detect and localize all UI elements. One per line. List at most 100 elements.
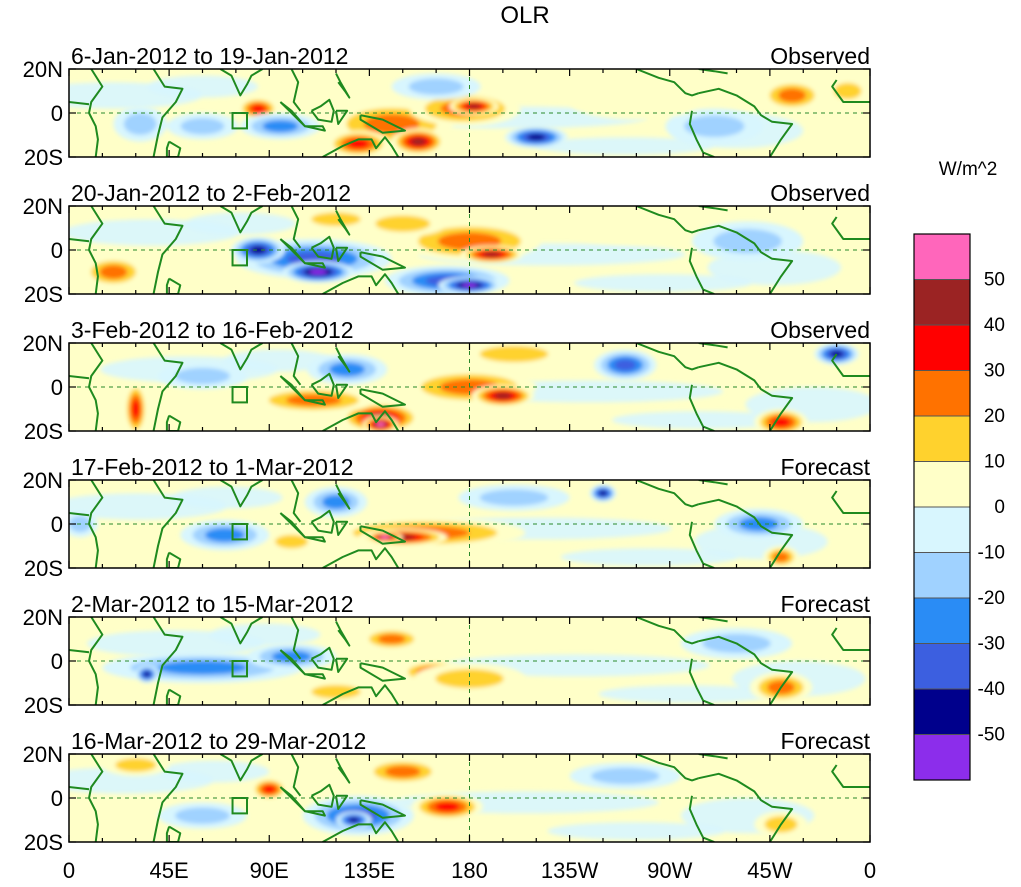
y-tick-label: 20S xyxy=(24,556,63,581)
panel-period-label: 6-Jan-2012 to 19-Jan-2012 xyxy=(71,43,348,69)
y-tick-label: 20N xyxy=(23,57,63,82)
coastline xyxy=(69,375,90,380)
panel-6: 20N 0 20S 16-Mar-2012 to 29-Mar-2012 Forecas… xyxy=(23,728,871,855)
coastline xyxy=(322,821,400,842)
chart-title: OLR xyxy=(500,2,549,29)
coastline xyxy=(88,617,104,705)
coastline xyxy=(290,754,302,797)
coastline xyxy=(322,547,400,568)
coastline xyxy=(165,825,182,842)
anomaly-11-band-2 xyxy=(479,345,549,363)
coastline xyxy=(219,754,264,782)
coastline xyxy=(310,783,335,808)
units-label: W/m^2 xyxy=(939,159,998,180)
anomaly-12-band-1 xyxy=(558,212,692,244)
x-tick-label: 45W xyxy=(747,858,792,883)
colorbar-swatch xyxy=(913,643,971,690)
anomaly-9-band-5 xyxy=(466,103,481,109)
coastline xyxy=(322,136,400,157)
colorbar-label: 20 xyxy=(984,406,1005,427)
coastline xyxy=(219,69,264,97)
anomaly-11-band-2 xyxy=(713,229,782,254)
coastline xyxy=(310,98,335,123)
coastline xyxy=(335,657,349,673)
panel-4: 20N 0 20S 17-Feb-2012 to 1-Mar-2012 Forecast xyxy=(23,454,871,581)
anomaly-5-band-3 xyxy=(377,634,406,644)
coastline xyxy=(219,343,264,371)
coastline xyxy=(310,235,335,260)
coastline xyxy=(88,343,104,431)
coastline xyxy=(831,79,870,103)
x-tick-label: 0 xyxy=(63,858,75,883)
coastline xyxy=(636,754,699,782)
coastline xyxy=(688,384,715,431)
anomaly-7-band-5 xyxy=(482,251,501,257)
coastline xyxy=(279,512,306,539)
anomaly-2-band-2 xyxy=(123,113,157,135)
coastline xyxy=(698,361,794,431)
anomaly-1-band-4 xyxy=(251,104,266,113)
coastline xyxy=(279,101,306,128)
coastline xyxy=(831,353,870,377)
coastline xyxy=(359,114,406,134)
colorbar-label: -20 xyxy=(978,588,1005,609)
weak-anomaly xyxy=(574,274,753,292)
panel-kind-label: Forecast xyxy=(781,728,871,754)
coastline xyxy=(359,388,406,408)
coastline xyxy=(698,635,794,705)
coastline xyxy=(88,206,104,294)
colorbar-label: -10 xyxy=(978,543,1005,564)
coastline xyxy=(831,490,870,514)
coastline xyxy=(279,375,306,402)
x-tick-label: 135W xyxy=(541,858,599,883)
colorbar-swatch xyxy=(913,279,971,326)
anomaly-2-band-5 xyxy=(143,671,151,677)
coastline xyxy=(69,649,90,654)
coastline xyxy=(152,206,184,294)
x-tick-label: 0 xyxy=(864,858,876,883)
coastline xyxy=(290,480,302,523)
x-tick-label: 180 xyxy=(451,858,488,883)
coastline xyxy=(335,346,351,373)
anomaly-9-band-3 xyxy=(99,265,128,279)
coastline xyxy=(88,754,104,842)
coastline xyxy=(165,688,182,705)
anomaly-10-band-2 xyxy=(311,212,361,226)
panel-period-label: 3-Feb-2012 to 16-Feb-2012 xyxy=(71,317,354,343)
weak-anomaly xyxy=(171,486,283,509)
panel-3: 20N 0 20S 3-Feb-2012 to 16-Feb-2012 Observed xyxy=(23,317,871,444)
coastline xyxy=(152,754,184,842)
anomaly-6-band-4 xyxy=(347,139,370,149)
anomaly-6-band-2 xyxy=(435,669,504,689)
anomaly-1-band-4 xyxy=(131,399,140,419)
coastline xyxy=(152,480,184,568)
anomaly-8-band-4 xyxy=(614,359,637,371)
colorbar-label: -50 xyxy=(978,725,1005,746)
coastline xyxy=(279,786,306,813)
weak-anomaly xyxy=(146,75,259,98)
coastline xyxy=(279,649,306,676)
panel-1: 20N 0 20S 6-Jan-2012 to 19-Jan-2012 Observed xyxy=(23,43,871,170)
y-tick-label: 20S xyxy=(24,282,63,307)
coastline xyxy=(304,810,326,817)
coastline xyxy=(335,383,349,399)
coastline xyxy=(310,509,335,534)
coastline xyxy=(359,799,406,819)
coastline xyxy=(152,69,184,157)
panel-kind-label: Forecast xyxy=(781,591,871,617)
coastline xyxy=(310,372,335,397)
coastline xyxy=(219,206,264,234)
anomaly-1-band-3 xyxy=(158,660,247,675)
coastline xyxy=(688,658,715,705)
y-tick-label: 20N xyxy=(23,468,63,493)
anomaly-3-band-5 xyxy=(348,817,359,823)
anomaly-5-band-3 xyxy=(384,765,421,778)
coastline xyxy=(322,684,400,705)
coastline xyxy=(165,414,182,431)
y-tick-label: 0 xyxy=(51,375,63,400)
coastline xyxy=(636,69,699,97)
anomaly-12-band-2 xyxy=(175,367,230,385)
coastline xyxy=(335,483,351,510)
y-tick-label: 20S xyxy=(24,693,63,718)
